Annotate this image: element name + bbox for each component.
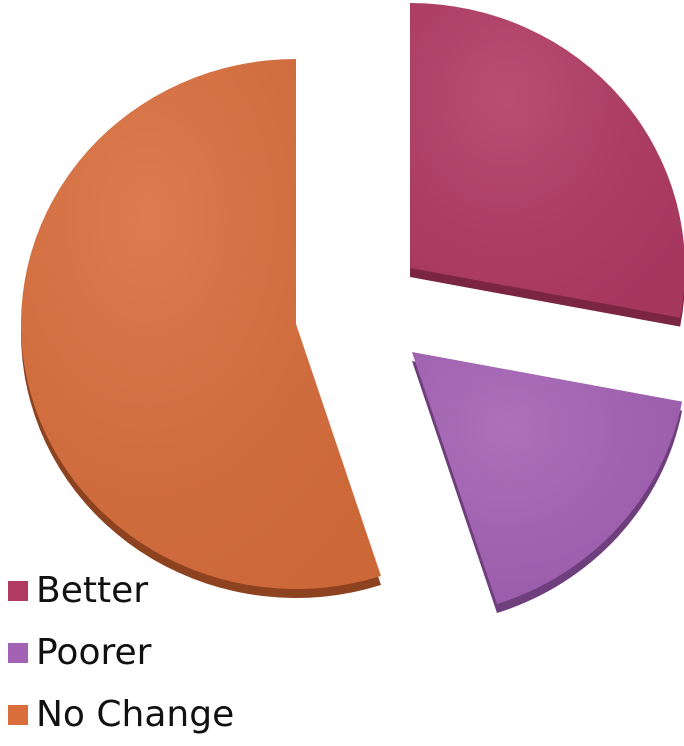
legend-swatch-no-change — [8, 705, 28, 725]
legend-item-no-change: No Change — [8, 684, 234, 746]
pie-slice-shading-better — [410, 3, 684, 318]
legend-label-better: Better — [36, 570, 149, 611]
pie-slice-shading-poorer — [412, 352, 683, 605]
legend-label-no-change: No Change — [36, 694, 235, 735]
legend-item-better: Better — [8, 560, 234, 622]
legend-swatch-poorer — [8, 643, 28, 663]
legend-label-poorer: Poorer — [36, 632, 152, 673]
pie-chart — [20, 3, 684, 614]
pie-slice-shading-no-change — [20, 59, 381, 589]
legend-swatch-better — [8, 581, 28, 601]
chart-legend: Better Poorer No Change — [8, 560, 234, 746]
legend-item-poorer: Poorer — [8, 622, 234, 684]
pie-slices — [20, 3, 684, 614]
